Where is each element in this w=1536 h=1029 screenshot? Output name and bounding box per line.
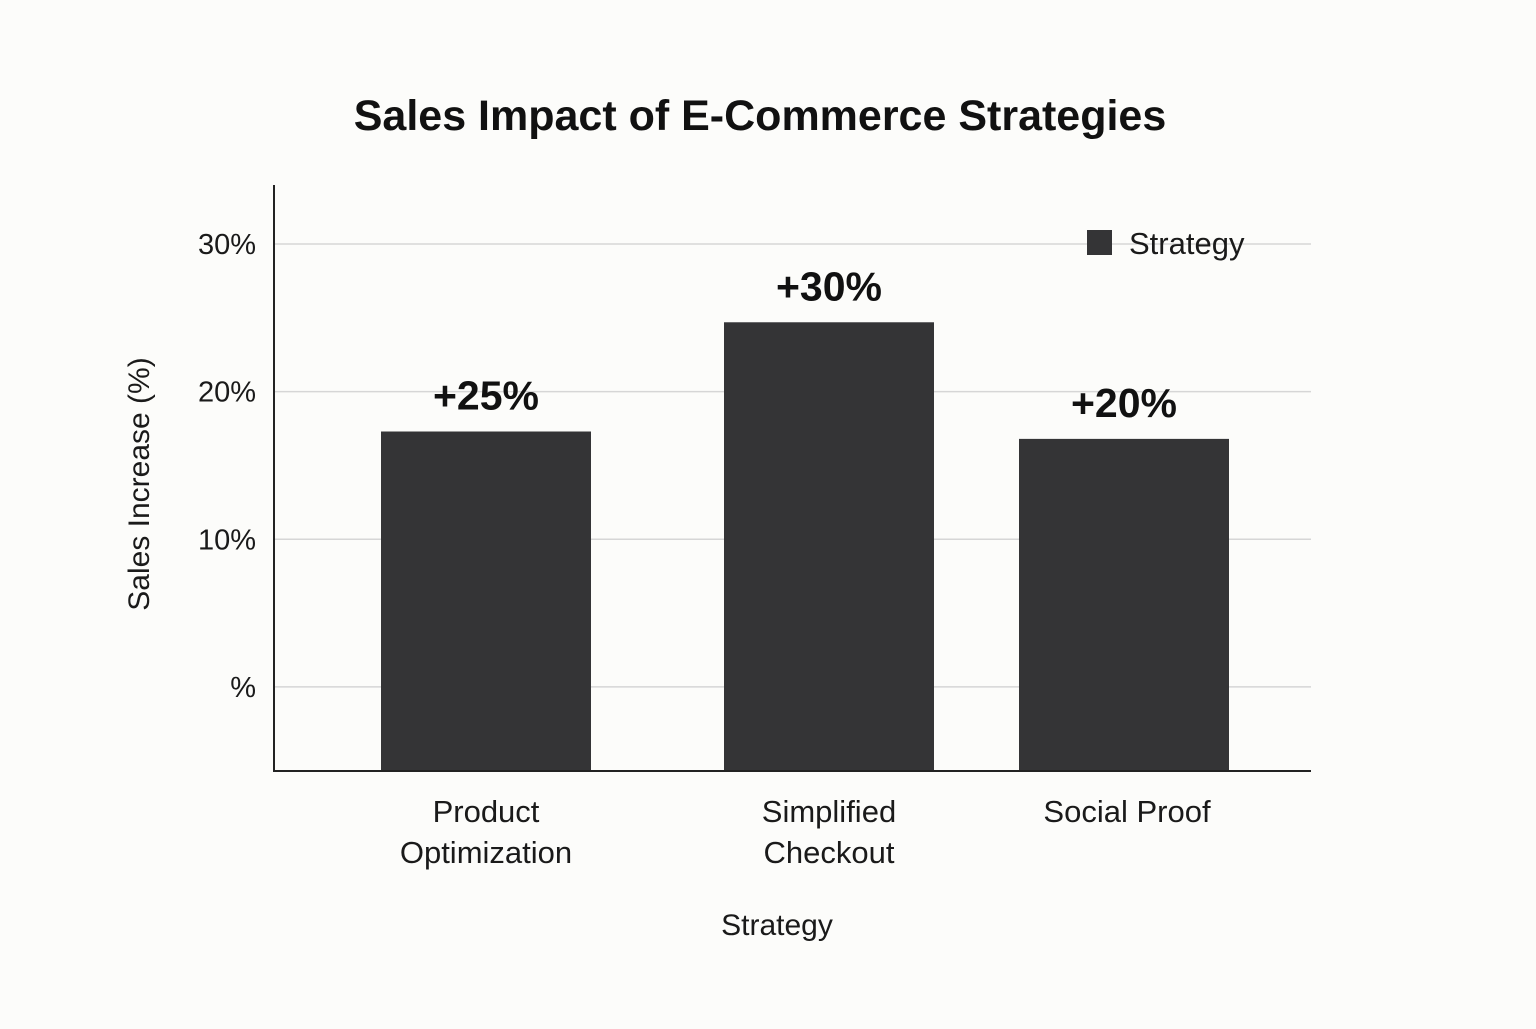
y-axis-label: Sales Increase (%) xyxy=(123,357,156,610)
legend-swatch xyxy=(1087,230,1112,255)
bar-value-label: +20% xyxy=(1071,380,1177,426)
x-category-label: Optimization xyxy=(400,835,572,870)
bar-value-label: +30% xyxy=(776,263,882,309)
x-category-label: Checkout xyxy=(764,835,895,870)
bar xyxy=(1019,438,1229,771)
y-tick-label: 20% xyxy=(198,377,256,409)
y-tick-layer: % 10% 20% 30% xyxy=(198,229,256,704)
bar-layer xyxy=(381,322,1229,771)
bar xyxy=(381,431,591,771)
data-label-layer: +25% +30% +20% xyxy=(433,263,1177,426)
x-axis-label: Strategy xyxy=(721,909,833,942)
x-category-label: Simplified xyxy=(762,794,896,829)
x-category-label: Product xyxy=(433,794,540,829)
bar xyxy=(724,322,934,771)
x-category-label: Social Proof xyxy=(1043,794,1211,829)
legend: Strategy xyxy=(1087,226,1245,261)
chart-title: Sales Impact of E-Commerce Strategies xyxy=(354,92,1167,140)
bar-value-label: +25% xyxy=(433,373,539,419)
y-tick-label: 30% xyxy=(198,229,256,261)
y-tick-label: % xyxy=(230,672,256,704)
x-category-layer: Product Optimization Simplified Checkout Soc… xyxy=(400,794,1211,870)
legend-label: Strategy xyxy=(1129,226,1245,261)
y-tick-label: 10% xyxy=(198,524,256,556)
